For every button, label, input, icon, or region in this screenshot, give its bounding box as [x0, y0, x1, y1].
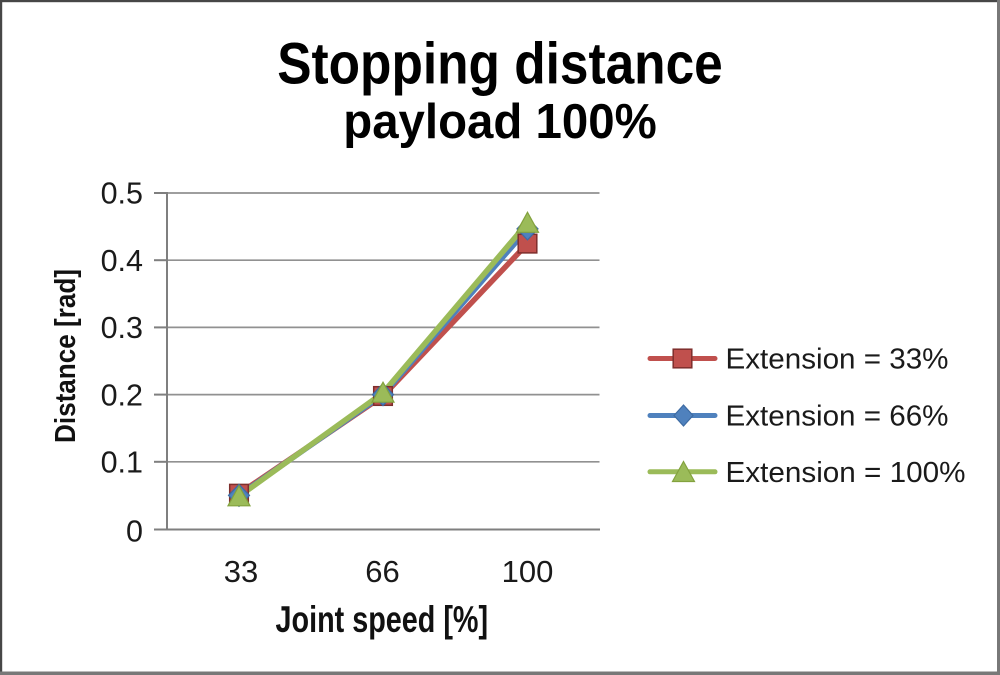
svg-text:0.4: 0.4: [101, 244, 143, 278]
svg-text:100: 100: [502, 554, 554, 589]
svg-text:Distance [rad]: Distance [rad]: [50, 269, 82, 443]
svg-text:66: 66: [365, 554, 399, 589]
svg-text:0: 0: [126, 515, 143, 549]
svg-text:Stopping distance: Stopping distance: [277, 32, 723, 97]
svg-text:0.3: 0.3: [101, 311, 143, 345]
svg-text:Joint speed [%]: Joint speed [%]: [276, 599, 489, 640]
svg-text:payload 100%: payload 100%: [343, 95, 657, 149]
svg-text:0.2: 0.2: [101, 378, 143, 412]
svg-text:33: 33: [224, 554, 258, 589]
svg-text:Extension = 100%: Extension = 100%: [726, 457, 966, 489]
svg-text:Extension = 66%: Extension = 66%: [726, 401, 949, 433]
svg-text:Extension = 33%: Extension = 33%: [726, 344, 949, 376]
svg-text:0.5: 0.5: [101, 177, 143, 211]
svg-text:0.1: 0.1: [101, 446, 143, 480]
